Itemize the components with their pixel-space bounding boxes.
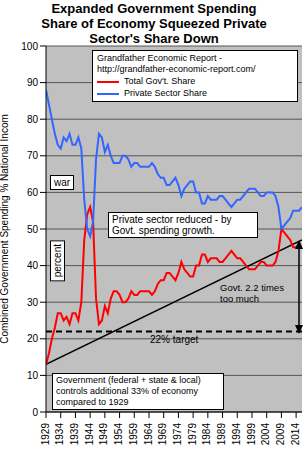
html-text:Total Gov't. Share: Total Gov't. Share [124,76,196,86]
svg-text:1959: 1959 [128,423,139,446]
html-text:Grandfather Economic Report -: Grandfather Economic Report - http://gra… [97,53,256,74]
svg-text:10: 10 [27,370,39,381]
svg-text:2009: 2009 [275,423,286,446]
html-text:22% target: 22% target [150,334,199,345]
html-text:Private sector reduced - by Go: Private sector reduced - by Govt. spendi… [112,214,232,236]
svg-text:1964: 1964 [143,423,154,446]
svg-text:1999: 1999 [246,423,257,446]
svg-text:1954: 1954 [113,423,124,446]
svg-text:30: 30 [27,297,39,308]
svg-text:1929: 1929 [40,423,51,446]
svg-text:70: 70 [27,150,39,161]
svg-text:1994: 1994 [231,423,242,446]
html-text:Government (federal + state &: Government (federal + state & local) con… [56,375,201,407]
svg-text:1934: 1934 [54,423,65,446]
svg-text:20: 20 [27,333,39,344]
svg-text:1969: 1969 [157,423,168,446]
html-text:Expanded Government Spending S: Expanded Government Spending Share of Ec… [41,1,267,46]
svg-text:100: 100 [21,41,38,52]
svg-text:1939: 1939 [69,423,80,446]
svg-text:1989: 1989 [216,423,227,446]
svg-text:1974: 1974 [172,423,183,446]
svg-text:90: 90 [27,77,39,88]
html-text:war: war [54,177,71,188]
svg-text:1979: 1979 [187,423,198,446]
html-text:Govt. 2.2 times too much: Govt. 2.2 times too much [220,282,284,304]
svg-text:0: 0 [32,407,38,418]
svg-text:40: 40 [27,260,39,271]
html-text:Private Sector Share: Private Sector Share [124,88,207,98]
html-text:percent: percent [52,244,63,278]
svg-text:50: 50 [27,224,39,235]
svg-text:1984: 1984 [201,423,212,446]
svg-text:2014: 2014 [290,423,300,446]
svg-text:2004: 2004 [260,423,271,446]
svg-text:80: 80 [27,114,39,125]
svg-text:1944: 1944 [84,423,95,446]
svg-text:Combined Government Spending %: Combined Government Spending % National … [8,114,10,344]
svg-text:1949: 1949 [98,423,109,446]
svg-text:60: 60 [27,187,39,198]
